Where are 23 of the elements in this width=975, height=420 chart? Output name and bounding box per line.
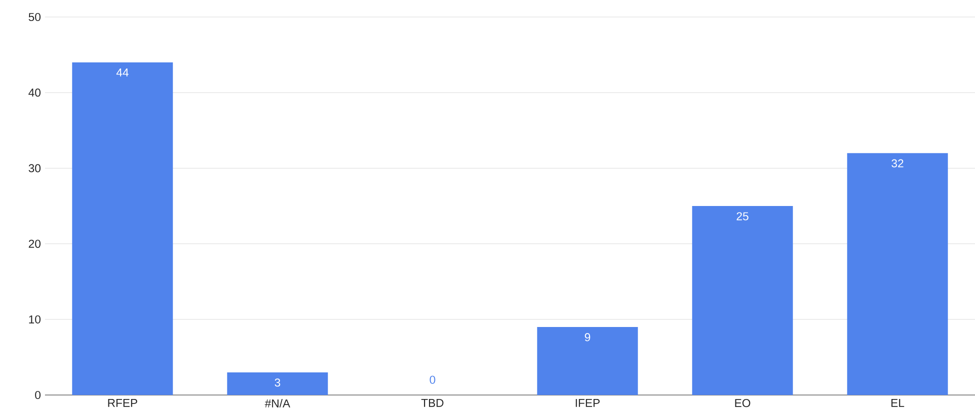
bar <box>72 62 173 395</box>
data-label: 32 <box>892 159 904 168</box>
bar <box>227 372 328 395</box>
x-tick-label: IFEP <box>576 399 600 407</box>
y-tick-label: 0 <box>35 390 41 400</box>
data-label: 9 <box>584 333 590 342</box>
y-tick-label: 20 <box>28 240 41 248</box>
x-tick-label: EL <box>891 399 904 407</box>
bar <box>692 206 793 395</box>
y-tick-label: 10 <box>29 315 41 324</box>
y-tick-label: 40 <box>28 88 41 97</box>
bar <box>537 326 638 395</box>
x-tick-label: TBD <box>421 399 444 407</box>
data-label: 44 <box>116 68 129 76</box>
data-label: 25 <box>736 212 748 220</box>
data-label: 0 <box>430 376 436 384</box>
y-tick-label: 30 <box>28 164 41 172</box>
x-tick-label: RFEP <box>108 399 138 407</box>
data-label: 3 <box>274 378 280 387</box>
x-tick-label: EO <box>735 399 750 408</box>
y-tick-label: 50 <box>28 12 41 22</box>
x-tick-label: #N/A <box>264 399 290 408</box>
bar <box>847 153 948 395</box>
